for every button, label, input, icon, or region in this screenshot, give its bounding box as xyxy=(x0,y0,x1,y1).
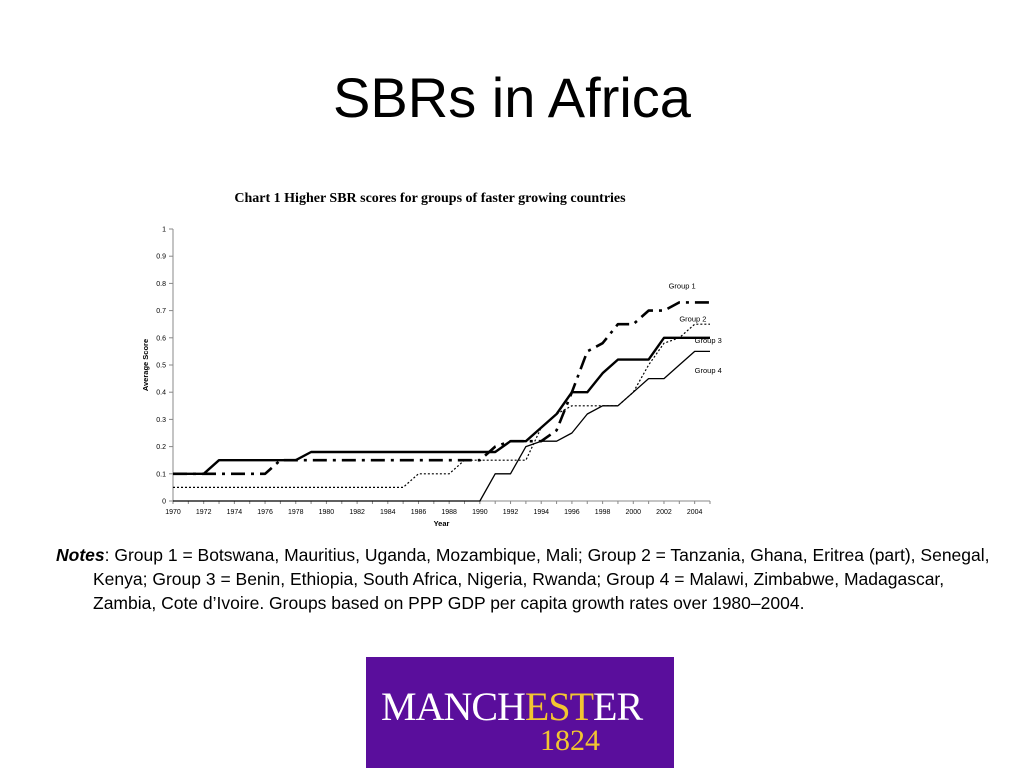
chart-title: Chart 1 Higher SBR scores for groups of … xyxy=(234,191,626,206)
series-label-group-4: Group 4 xyxy=(695,366,722,375)
y-tick-label: 0.6 xyxy=(156,335,166,342)
y-tick-label: 0.7 xyxy=(156,308,166,315)
x-tick-label: 1972 xyxy=(196,509,212,516)
y-tick-label: 1 xyxy=(162,227,166,234)
x-tick-label: 1994 xyxy=(533,509,549,516)
y-axis-label: Average Score xyxy=(141,339,150,391)
series-line-group-3 xyxy=(173,336,710,475)
logo-year: 1824 xyxy=(540,724,600,757)
series-label-group-2: Group 2 xyxy=(679,314,706,323)
x-tick-label: 1990 xyxy=(472,509,488,516)
line-chart: 0 0.1 0.2 0.3 0.4 0.5 0.6 0.7 0.8 0.9 1 1970 1972 197… xyxy=(141,227,722,529)
notes-label: Notes xyxy=(56,545,105,565)
x-tick-label: 2004 xyxy=(687,509,703,516)
x-axis-label: Year xyxy=(434,519,450,528)
x-tick-label: 1978 xyxy=(288,509,304,516)
x-tick-label: 1984 xyxy=(380,509,396,516)
y-tick-label: 0.4 xyxy=(156,390,166,397)
x-tick-label: 1998 xyxy=(595,509,611,516)
x-tick-label: 1986 xyxy=(411,509,427,516)
x-tick-label: 1970 xyxy=(165,509,181,516)
logo-wordmark: MANCHESTER xyxy=(381,684,643,729)
manchester-logo: MANCHESTER 1824 xyxy=(366,657,674,768)
x-tick-label: 1974 xyxy=(227,509,243,516)
series-label-group-3: Group 3 xyxy=(695,336,722,345)
slide-title: SBRs in Africa xyxy=(333,66,691,129)
series-line-group-1 xyxy=(173,301,710,476)
series-line-group-4 xyxy=(173,350,710,502)
notes-text: : Group 1 = Botswana, Mauritius, Uganda,… xyxy=(93,545,990,613)
y-tick-label: 0 xyxy=(162,499,166,506)
x-tick-label: 1980 xyxy=(319,509,335,516)
notes: Notes: Group 1 = Botswana, Mauritius, Ug… xyxy=(56,543,1003,615)
x-tick-label: 1996 xyxy=(564,509,580,516)
y-tick-label: 0.8 xyxy=(156,281,166,288)
y-tick-label: 0.5 xyxy=(156,363,166,370)
x-tick-label: 1976 xyxy=(257,509,273,516)
x-tick-label: 1988 xyxy=(441,509,457,516)
series-line-group-2 xyxy=(173,323,710,488)
x-tick-label: 1982 xyxy=(349,509,365,516)
y-tick-label: 0.9 xyxy=(156,254,166,261)
x-tick-label: 1992 xyxy=(503,509,519,516)
y-tick-label: 0.1 xyxy=(156,471,166,478)
y-tick-label: 0.2 xyxy=(156,444,166,451)
x-tick-label: 2000 xyxy=(625,509,641,516)
series-label-group-1: Group 1 xyxy=(669,282,696,291)
x-tick-label: 2002 xyxy=(656,509,672,516)
y-tick-label: 0.3 xyxy=(156,417,166,424)
